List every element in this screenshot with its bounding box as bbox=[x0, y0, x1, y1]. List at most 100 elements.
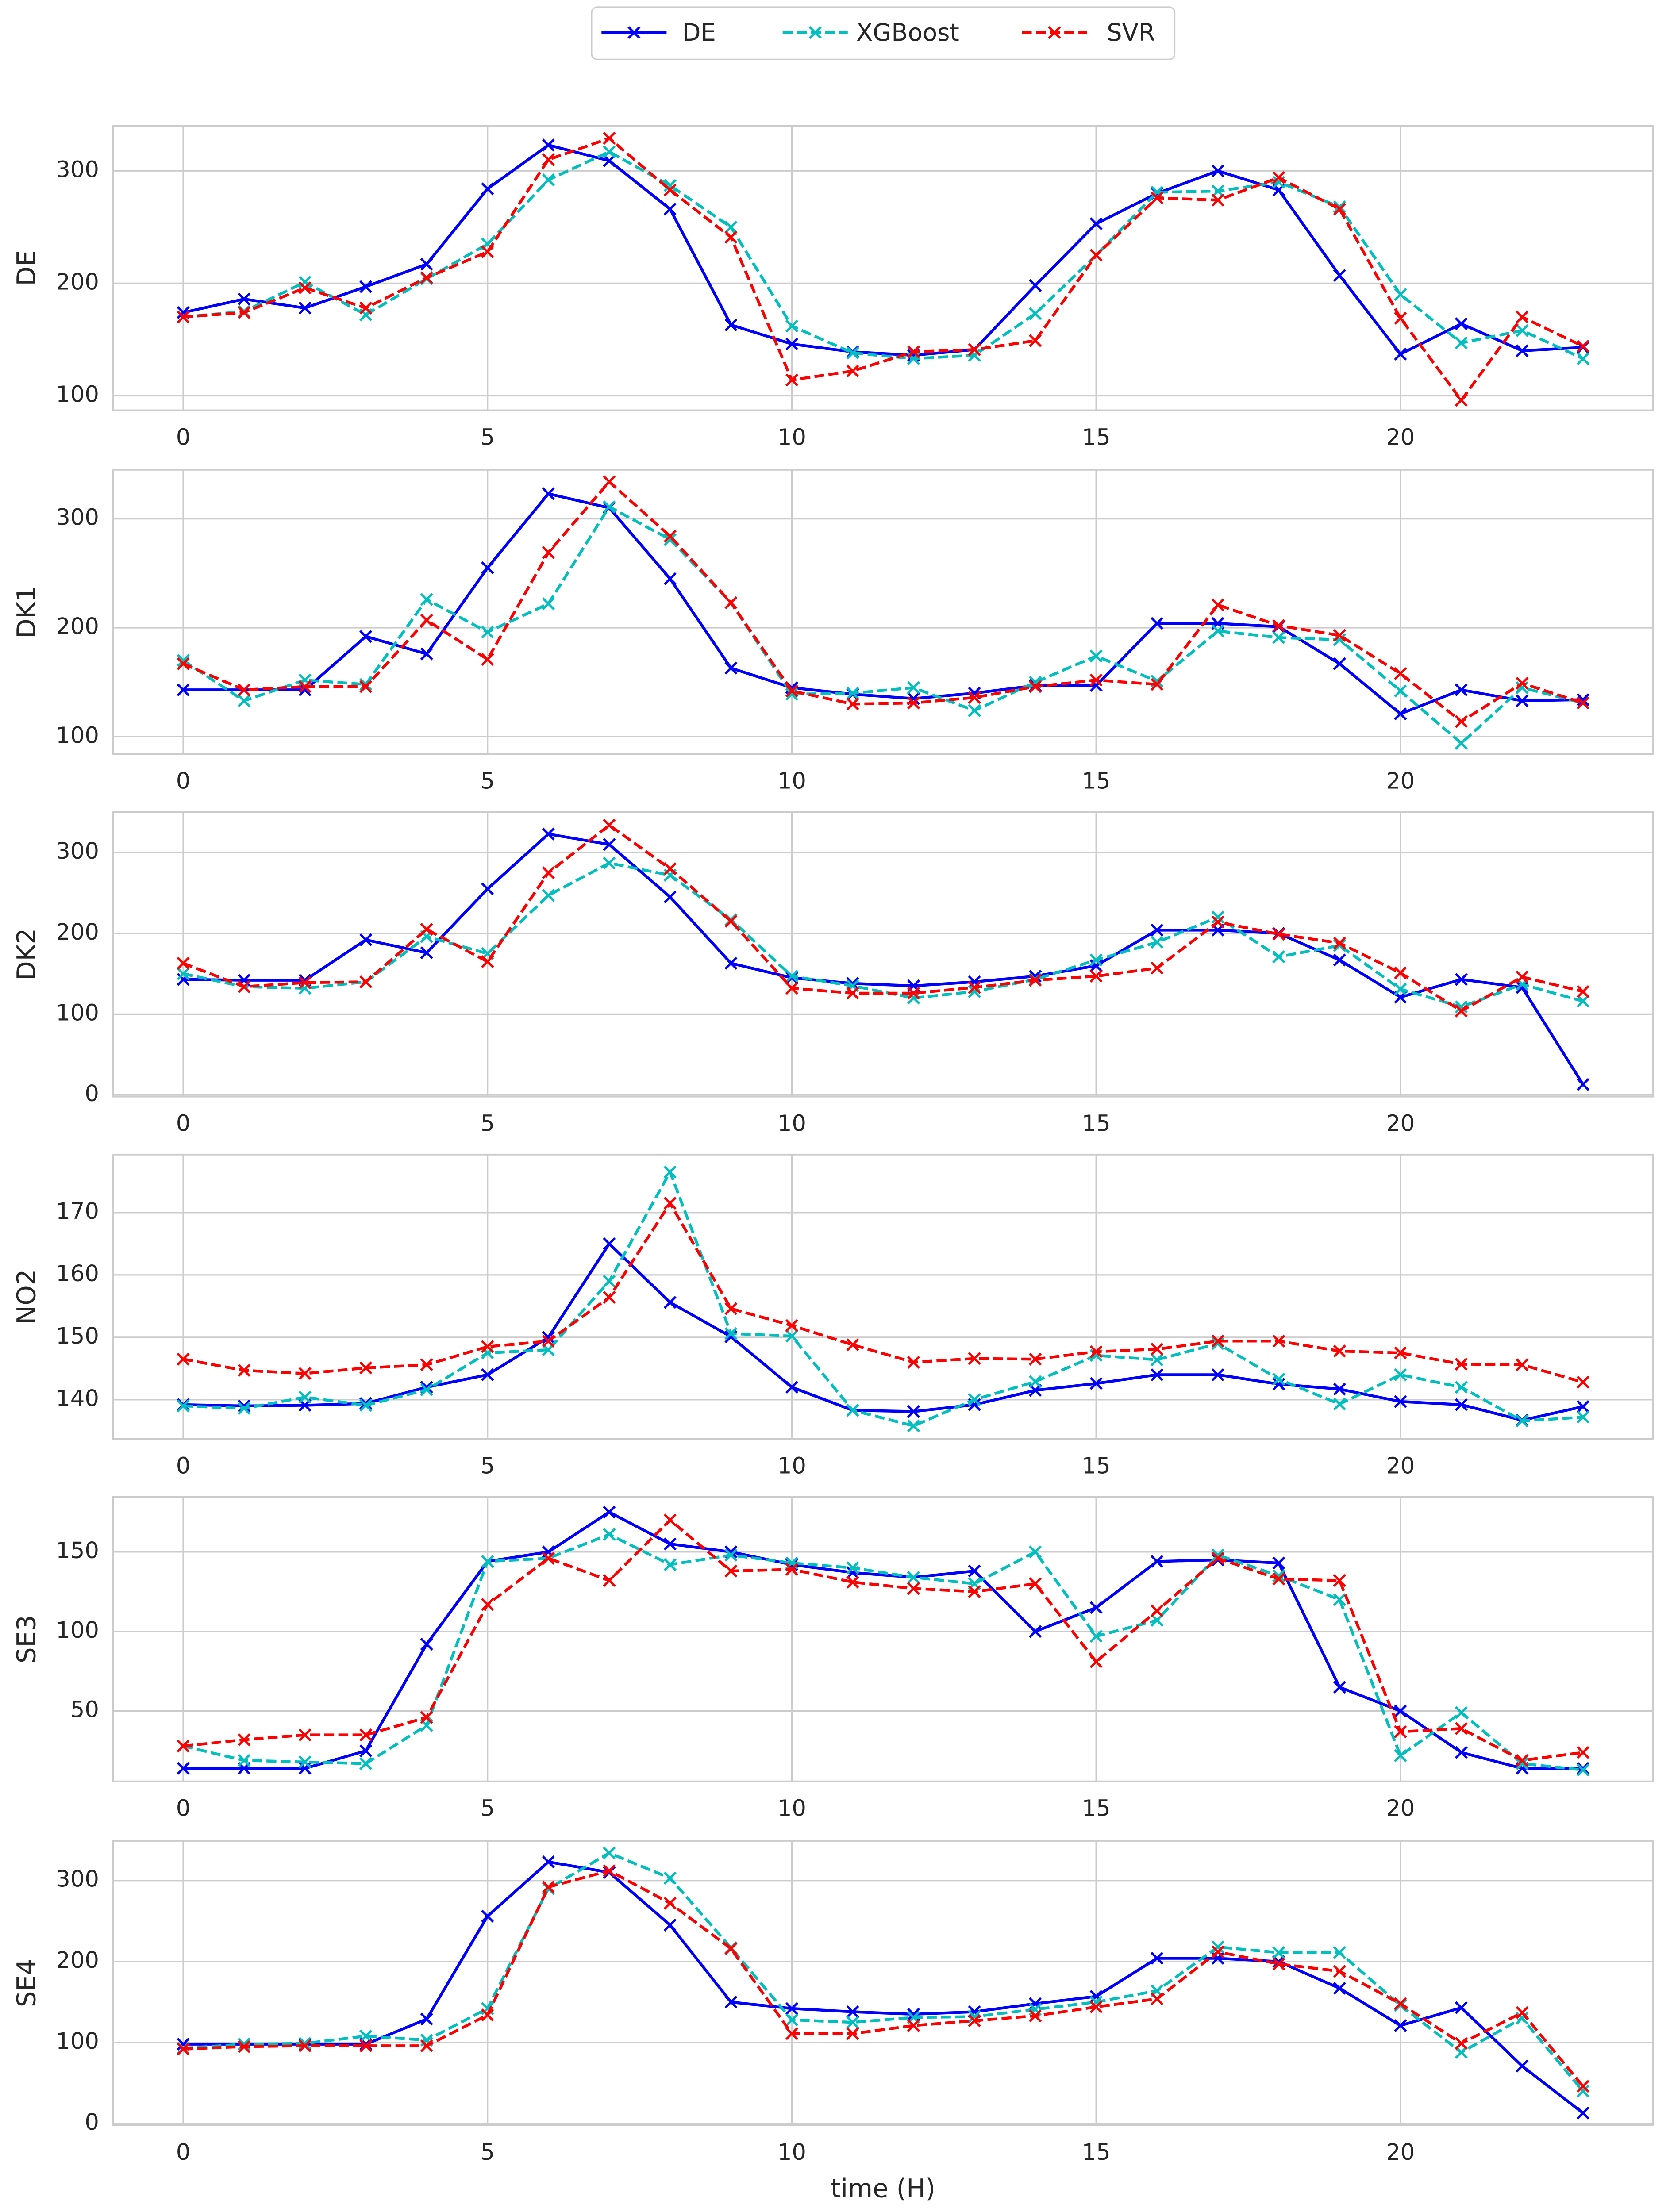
marker bbox=[1576, 1400, 1590, 1413]
marker bbox=[542, 546, 555, 559]
marker bbox=[237, 1363, 251, 1377]
y-tick-label: 0 bbox=[85, 1081, 99, 1107]
marker bbox=[1089, 249, 1103, 262]
y-tick-label: 100 bbox=[56, 2028, 99, 2055]
marker bbox=[237, 2040, 251, 2053]
marker bbox=[1333, 203, 1346, 216]
series-line bbox=[183, 1869, 1584, 2087]
marker bbox=[481, 245, 494, 258]
x-tick-label: 10 bbox=[777, 1111, 806, 1137]
marker bbox=[1455, 1722, 1468, 1735]
marker bbox=[1333, 1965, 1346, 1978]
marker bbox=[907, 696, 920, 710]
marker bbox=[663, 533, 677, 546]
series-line bbox=[183, 1168, 1583, 1428]
marker bbox=[907, 2019, 920, 2032]
marker bbox=[1028, 307, 1042, 320]
marker bbox=[1516, 344, 1529, 357]
marker bbox=[1516, 311, 1529, 324]
marker bbox=[1333, 1398, 1346, 1411]
marker bbox=[237, 694, 251, 707]
plot-frame bbox=[112, 1153, 1654, 1440]
marker bbox=[542, 827, 555, 841]
marker bbox=[1333, 200, 1346, 214]
x-tick-label: 15 bbox=[1082, 1453, 1111, 1479]
marker bbox=[968, 1564, 981, 1578]
y-tick-label: 200 bbox=[56, 614, 99, 640]
marker bbox=[359, 1361, 373, 1375]
marker bbox=[1576, 696, 1590, 710]
marker bbox=[907, 1582, 920, 1595]
marker bbox=[1028, 2009, 1042, 2023]
marker bbox=[1151, 1353, 1164, 1367]
marker bbox=[1211, 915, 1224, 929]
marker bbox=[846, 987, 859, 1000]
marker bbox=[627, 26, 641, 39]
marker bbox=[808, 26, 822, 39]
y-tick-label: 160 bbox=[56, 1261, 99, 1287]
marker bbox=[1455, 1381, 1468, 1394]
marker bbox=[359, 2029, 373, 2043]
marker bbox=[177, 657, 190, 670]
x-tick-label: 20 bbox=[1386, 768, 1415, 795]
marker bbox=[785, 684, 799, 698]
marker bbox=[1576, 1375, 1590, 1389]
marker bbox=[1151, 1613, 1164, 1627]
marker bbox=[1455, 394, 1468, 407]
marker bbox=[1576, 1410, 1590, 1424]
marker bbox=[603, 1291, 616, 1304]
marker bbox=[846, 1575, 859, 1589]
marker bbox=[663, 890, 677, 904]
marker bbox=[1394, 288, 1407, 301]
marker bbox=[1333, 1574, 1346, 1587]
marker bbox=[1516, 2006, 1529, 2019]
series-line bbox=[183, 150, 1584, 360]
marker bbox=[724, 1327, 738, 1340]
marker bbox=[1455, 1000, 1468, 1014]
marker bbox=[298, 1755, 312, 1769]
marker bbox=[359, 1397, 373, 1410]
series-line bbox=[183, 1510, 1583, 1770]
marker bbox=[785, 1563, 799, 1576]
marker bbox=[1516, 324, 1529, 337]
x-tick-label: 5 bbox=[480, 768, 495, 795]
marker bbox=[724, 914, 738, 928]
marker bbox=[1576, 693, 1590, 707]
marker bbox=[1516, 981, 1529, 994]
marker bbox=[237, 1399, 251, 1413]
marker bbox=[663, 1918, 677, 1932]
marker bbox=[1576, 2085, 1590, 2098]
marker bbox=[1394, 667, 1407, 680]
series-line bbox=[182, 823, 1584, 1013]
marker bbox=[420, 2039, 433, 2052]
y-tick-label: 300 bbox=[56, 157, 99, 183]
marker bbox=[663, 1296, 677, 1309]
marker bbox=[663, 1197, 677, 1210]
marker bbox=[542, 1331, 555, 1344]
marker bbox=[663, 203, 677, 216]
x-tick-label: 0 bbox=[176, 1453, 191, 1479]
marker bbox=[1333, 953, 1346, 967]
marker bbox=[1516, 970, 1529, 983]
marker bbox=[420, 1358, 433, 1371]
marker bbox=[968, 2014, 981, 2028]
marker bbox=[1394, 311, 1407, 325]
marker bbox=[1394, 1997, 1407, 2010]
y-tick-label: 100 bbox=[56, 1000, 99, 1026]
marker bbox=[481, 561, 494, 575]
marker bbox=[359, 1744, 373, 1758]
marker bbox=[785, 1381, 799, 1394]
marker bbox=[1028, 1352, 1042, 1366]
marker bbox=[177, 311, 190, 324]
marker bbox=[1455, 715, 1468, 728]
marker bbox=[1516, 694, 1529, 707]
marker bbox=[298, 976, 312, 989]
marker bbox=[603, 1275, 616, 1288]
y-tick-label: 100 bbox=[56, 722, 99, 749]
marker bbox=[1516, 1358, 1529, 1371]
y-tick-label: 200 bbox=[56, 1947, 99, 1974]
marker bbox=[1211, 193, 1224, 207]
marker bbox=[177, 683, 190, 696]
marker bbox=[542, 1855, 555, 1869]
marker bbox=[298, 1390, 312, 1404]
